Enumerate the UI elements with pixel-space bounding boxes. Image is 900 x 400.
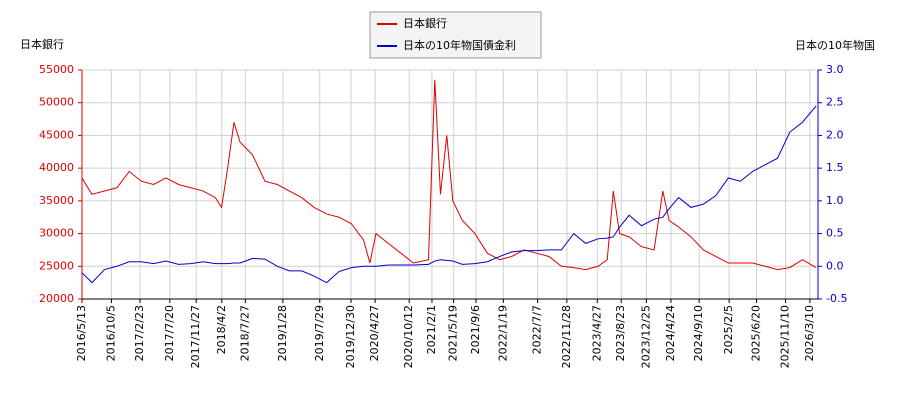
legend-box <box>369 11 542 59</box>
y2-tick-label: 1.0 <box>826 194 844 207</box>
y2-tick-label: 1.5 <box>826 161 844 174</box>
x-tick-label: 2016/10/5 <box>104 305 117 361</box>
x-tick-label: 2024/4/24 <box>664 305 677 361</box>
x-tick-label: 2021/5/19 <box>447 305 460 361</box>
x-tick-label: 2018/4/2 <box>215 305 228 354</box>
x-tick-label: 2025/6/20 <box>750 305 763 361</box>
x-tick-label: 2025/2/5 <box>722 305 735 354</box>
y-tick-label: 45000 <box>39 128 74 141</box>
x-tick-label: 2023/4/27 <box>590 305 603 361</box>
x-tick-label: 2022/11/28 <box>560 305 573 368</box>
x-tick-label: 2024/9/10 <box>692 305 705 361</box>
y2-tick-label: 2.5 <box>826 96 844 109</box>
legend-label: 日本の10年物国債金利 <box>403 38 516 52</box>
x-tick-label: 2020/10/12 <box>402 305 415 368</box>
y2-tick-label: 2.0 <box>826 128 844 141</box>
x-tick-label: 2017/2/23 <box>133 305 146 361</box>
x-tick-label: 2022/7/7 <box>531 305 544 354</box>
series-line <box>81 79 817 271</box>
x-tick-label: 2026/3/10 <box>803 305 816 361</box>
y2-axis-label: 日本の10年物国 <box>795 38 875 52</box>
y2-tick-label: 0.0 <box>826 259 844 272</box>
y2-tick-label: -0.5 <box>826 292 847 305</box>
x-tick-label: 2017/7/20 <box>163 305 176 361</box>
y-tick-label: 50000 <box>39 96 74 109</box>
x-tick-label: 2025/11/10 <box>779 305 792 368</box>
y2-tick-label: 0.5 <box>826 227 844 240</box>
x-tick-label: 2016/5/13 <box>75 305 88 361</box>
y-axis-label: 日本銀行 <box>20 37 64 51</box>
x-tick-label: 2017/11/27 <box>189 305 202 368</box>
x-tick-label: 2018/7/27 <box>238 305 251 361</box>
legend-label: 日本銀行 <box>403 16 447 30</box>
series-line <box>81 105 817 284</box>
x-tick-label: 2019/12/30 <box>344 305 357 368</box>
y-tick-label: 55000 <box>39 63 74 76</box>
x-tick-label: 2019/1/28 <box>276 305 289 361</box>
x-tick-label: 2023/8/23 <box>614 305 627 361</box>
y-tick-label: 40000 <box>39 161 74 174</box>
x-tick-label: 2023/12/25 <box>639 305 652 368</box>
x-tick-label: 2020/4/27 <box>368 305 381 361</box>
x-tick-label: 2019/7/29 <box>313 305 326 361</box>
y-tick-label: 25000 <box>39 259 74 272</box>
y-tick-label: 35000 <box>39 194 74 207</box>
x-tick-label: 2021/2/1 <box>425 305 438 354</box>
x-tick-label: 2021/9/6 <box>469 305 482 354</box>
y2-tick-label: 3.0 <box>826 63 844 76</box>
y-tick-label: 20000 <box>39 292 74 305</box>
y-tick-label: 30000 <box>39 227 74 240</box>
x-tick-label: 2022/1/19 <box>496 305 509 361</box>
